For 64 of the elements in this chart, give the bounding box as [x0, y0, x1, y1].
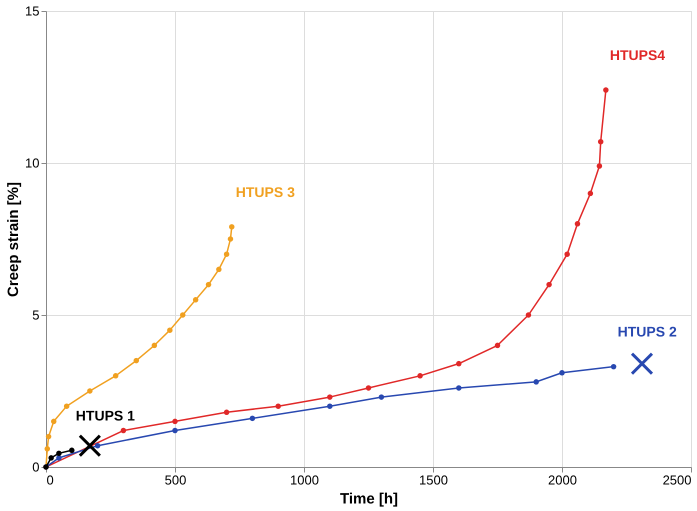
point: [250, 416, 256, 422]
point: [610, 364, 616, 370]
x-tick-label: 2000: [548, 472, 577, 488]
point: [64, 403, 70, 409]
point: [134, 358, 140, 364]
point: [598, 138, 604, 144]
point: [546, 282, 552, 288]
point: [192, 297, 198, 303]
series-label: HTUPS 2: [618, 324, 677, 340]
point: [588, 190, 594, 196]
point: [56, 450, 62, 456]
point: [275, 403, 281, 409]
point: [120, 428, 126, 434]
point: [630, 352, 654, 376]
point: [224, 410, 230, 416]
point: [46, 434, 52, 440]
point: [327, 394, 333, 400]
x-tick-label: 1000: [290, 472, 319, 488]
point: [206, 282, 212, 288]
point: [51, 418, 56, 424]
y-axis-title: Creep strain [%]: [5, 182, 22, 298]
y-tick-label: 0: [32, 460, 40, 474]
point: [533, 379, 539, 385]
point: [603, 87, 609, 93]
point: [152, 342, 158, 348]
point: [87, 388, 93, 394]
point: [180, 312, 186, 318]
point: [224, 251, 230, 257]
point: [112, 373, 118, 379]
point: [167, 327, 173, 333]
point: [44, 446, 50, 452]
point: [456, 360, 462, 366]
point: [229, 224, 234, 230]
x-tick-label: 0: [46, 472, 54, 488]
point: [417, 373, 423, 379]
series-label: HTUPS 1: [76, 407, 136, 424]
point: [366, 385, 372, 391]
x-tick-label: 2500: [662, 472, 692, 488]
point: [56, 455, 62, 461]
x-tick-label: 1500: [419, 472, 448, 488]
y-tick-label: 15: [25, 4, 40, 18]
point: [564, 251, 570, 257]
point: [78, 434, 102, 458]
y-tick-label: 10: [25, 156, 40, 170]
x-axis-title: Time [h]: [340, 490, 398, 508]
point: [494, 342, 500, 348]
y-tick-label: 5: [32, 308, 40, 322]
point: [48, 455, 54, 461]
point: [94, 442, 100, 448]
point: [559, 370, 565, 376]
point: [228, 236, 234, 242]
point: [456, 385, 462, 391]
point: [596, 163, 602, 169]
point: [172, 428, 178, 434]
x-tick-label: 500: [164, 472, 186, 488]
point: [327, 403, 333, 409]
point: [574, 221, 580, 227]
point: [69, 448, 75, 454]
point: [216, 266, 222, 272]
point: [526, 312, 532, 318]
point: [172, 418, 178, 424]
series-label: HTUPS4: [610, 47, 666, 64]
series-label: HTUPS 3: [236, 184, 296, 200]
point: [378, 394, 384, 400]
